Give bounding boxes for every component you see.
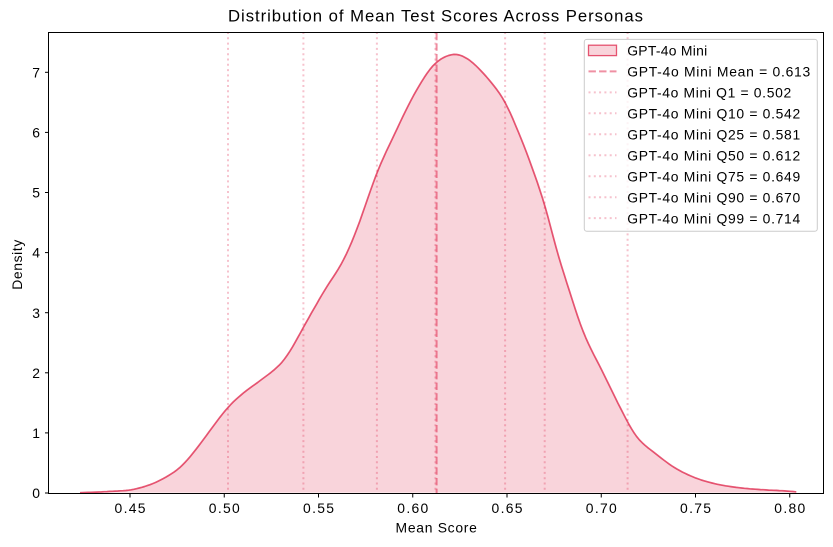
svg-text:GPT-4o Mini Q10 = 0.542: GPT-4o Mini Q10 = 0.542	[627, 105, 800, 121]
svg-text:0.70: 0.70	[586, 500, 617, 516]
svg-text:7: 7	[32, 64, 40, 80]
svg-text:0.60: 0.60	[397, 500, 428, 516]
svg-text:0.75: 0.75	[680, 500, 711, 516]
svg-text:GPT-4o Mini Q1 = 0.502: GPT-4o Mini Q1 = 0.502	[627, 84, 791, 100]
svg-text:6: 6	[32, 125, 40, 141]
svg-text:0.45: 0.45	[115, 500, 146, 516]
svg-text:2: 2	[32, 365, 40, 381]
svg-text:4: 4	[32, 245, 40, 261]
svg-text:Mean Score: Mean Score	[396, 520, 478, 536]
svg-text:0.80: 0.80	[774, 500, 805, 516]
svg-text:0.50: 0.50	[209, 500, 240, 516]
svg-text:0.65: 0.65	[492, 500, 523, 516]
svg-text:GPT-4o Mini: GPT-4o Mini	[627, 43, 707, 59]
svg-text:Distribution of Mean Test Scor: Distribution of Mean Test Scores Across …	[228, 7, 643, 26]
svg-text:GPT-4o Mini Mean = 0.613: GPT-4o Mini Mean = 0.613	[627, 63, 810, 79]
svg-text:0.55: 0.55	[303, 500, 334, 516]
svg-text:GPT-4o Mini Q90 = 0.670: GPT-4o Mini Q90 = 0.670	[627, 189, 800, 205]
svg-text:5: 5	[32, 185, 40, 201]
svg-text:GPT-4o Mini Q50 = 0.612: GPT-4o Mini Q50 = 0.612	[627, 147, 800, 163]
svg-text:1: 1	[32, 425, 40, 441]
svg-text:3: 3	[32, 305, 40, 321]
svg-text:GPT-4o Mini Q75 = 0.649: GPT-4o Mini Q75 = 0.649	[627, 168, 800, 184]
svg-text:GPT-4o Mini Q25 = 0.581: GPT-4o Mini Q25 = 0.581	[627, 126, 800, 142]
svg-text:0: 0	[32, 485, 40, 501]
svg-text:GPT-4o Mini Q99 = 0.714: GPT-4o Mini Q99 = 0.714	[627, 210, 800, 226]
svg-text:Density: Density	[9, 240, 25, 290]
